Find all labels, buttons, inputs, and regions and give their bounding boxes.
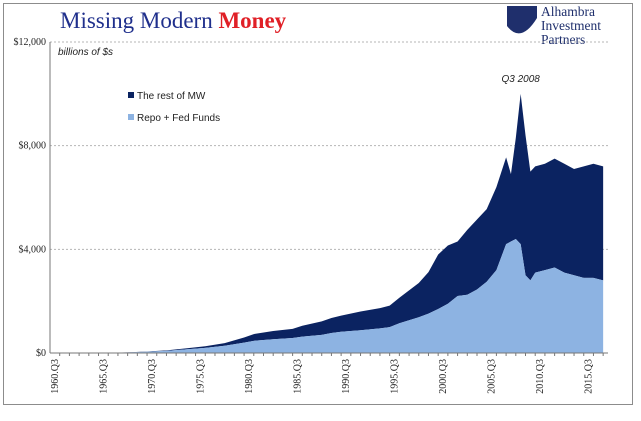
- x-tick-label: 1975.Q3: [195, 359, 206, 394]
- x-tick-label: 2015.Q3: [584, 359, 595, 394]
- area-rest-of-mw: [54, 93, 604, 353]
- logo-line-3: Partners: [541, 32, 586, 47]
- y-tick-label: $4,000: [19, 244, 47, 255]
- y-tick-label: $0: [36, 348, 46, 359]
- x-tick-label: 1995.Q3: [390, 359, 401, 394]
- y-axis-label: billions of $s: [58, 47, 113, 58]
- x-tick-label: 1970.Q3: [147, 359, 158, 394]
- chart-title-main: Missing Modern: [60, 8, 219, 33]
- x-tick-label: 1990.Q3: [341, 359, 352, 394]
- y-tick-label: $12,000: [14, 37, 47, 48]
- x-tick-label: 1980.Q3: [244, 359, 255, 394]
- x-tick-label: 1965.Q3: [98, 359, 109, 394]
- legend: The rest of MW Repo + Fed Funds: [128, 91, 220, 124]
- area-repo-fed-funds: [54, 238, 604, 353]
- chart-title-accent: Money: [218, 8, 287, 33]
- x-tick-label: 2000.Q3: [438, 359, 449, 394]
- legend-label-repo: Repo + Fed Funds: [137, 113, 220, 124]
- legend-swatch-rest: [128, 92, 134, 98]
- logo-text: Alhambra Investment Partners: [541, 5, 601, 47]
- logo-line-1: Alhambra: [541, 4, 595, 19]
- y-tick-label: $8,000: [19, 141, 47, 152]
- peak-annotation: Q3 2008: [501, 74, 540, 85]
- x-tick-label: 2010.Q3: [535, 359, 546, 394]
- legend-label-rest: The rest of MW: [137, 91, 206, 102]
- x-tick-label: 1960.Q3: [50, 359, 61, 394]
- x-tick-label: 1985.Q3: [292, 359, 303, 394]
- area-layer: [54, 93, 604, 353]
- chart-title: Missing Modern Money: [60, 8, 286, 34]
- legend-swatch-repo: [128, 114, 134, 120]
- x-tick-label: 2005.Q3: [487, 359, 498, 394]
- axis-layer: $0 $4,000 $8,000 $12,000 1960.Q3 1965.Q3 1970.…: [14, 37, 608, 394]
- logo-line-2: Investment: [541, 18, 601, 33]
